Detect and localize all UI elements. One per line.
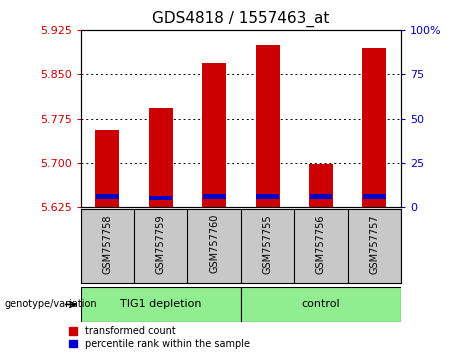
Bar (362, 48, 386, 207)
Text: TIG1 depletion: TIG1 depletion (120, 299, 201, 309)
Bar (95, 130, 119, 207)
Bar (241, 287, 401, 322)
Text: GSM757758: GSM757758 (102, 214, 112, 274)
Bar (203, 194, 225, 199)
Bar (256, 194, 279, 199)
Legend: transformed count, percentile rank within the sample: transformed count, percentile rank withi… (70, 326, 250, 349)
Title: GDS4818 / 1557463_at: GDS4818 / 1557463_at (152, 11, 330, 27)
Bar (96, 194, 119, 199)
Text: GSM757756: GSM757756 (316, 214, 326, 274)
Bar (309, 164, 333, 207)
Bar (363, 194, 386, 199)
Text: GSM757755: GSM757755 (263, 214, 272, 274)
Bar (149, 108, 173, 207)
Bar (202, 63, 226, 207)
Text: GSM757757: GSM757757 (369, 214, 379, 274)
Text: control: control (301, 299, 340, 309)
Text: GSM757759: GSM757759 (156, 214, 166, 274)
Text: genotype/variation: genotype/variation (5, 299, 97, 309)
Bar (81, 287, 241, 322)
Bar (255, 45, 279, 207)
Text: GSM757760: GSM757760 (209, 214, 219, 273)
Bar (309, 194, 332, 199)
Bar (149, 195, 172, 200)
